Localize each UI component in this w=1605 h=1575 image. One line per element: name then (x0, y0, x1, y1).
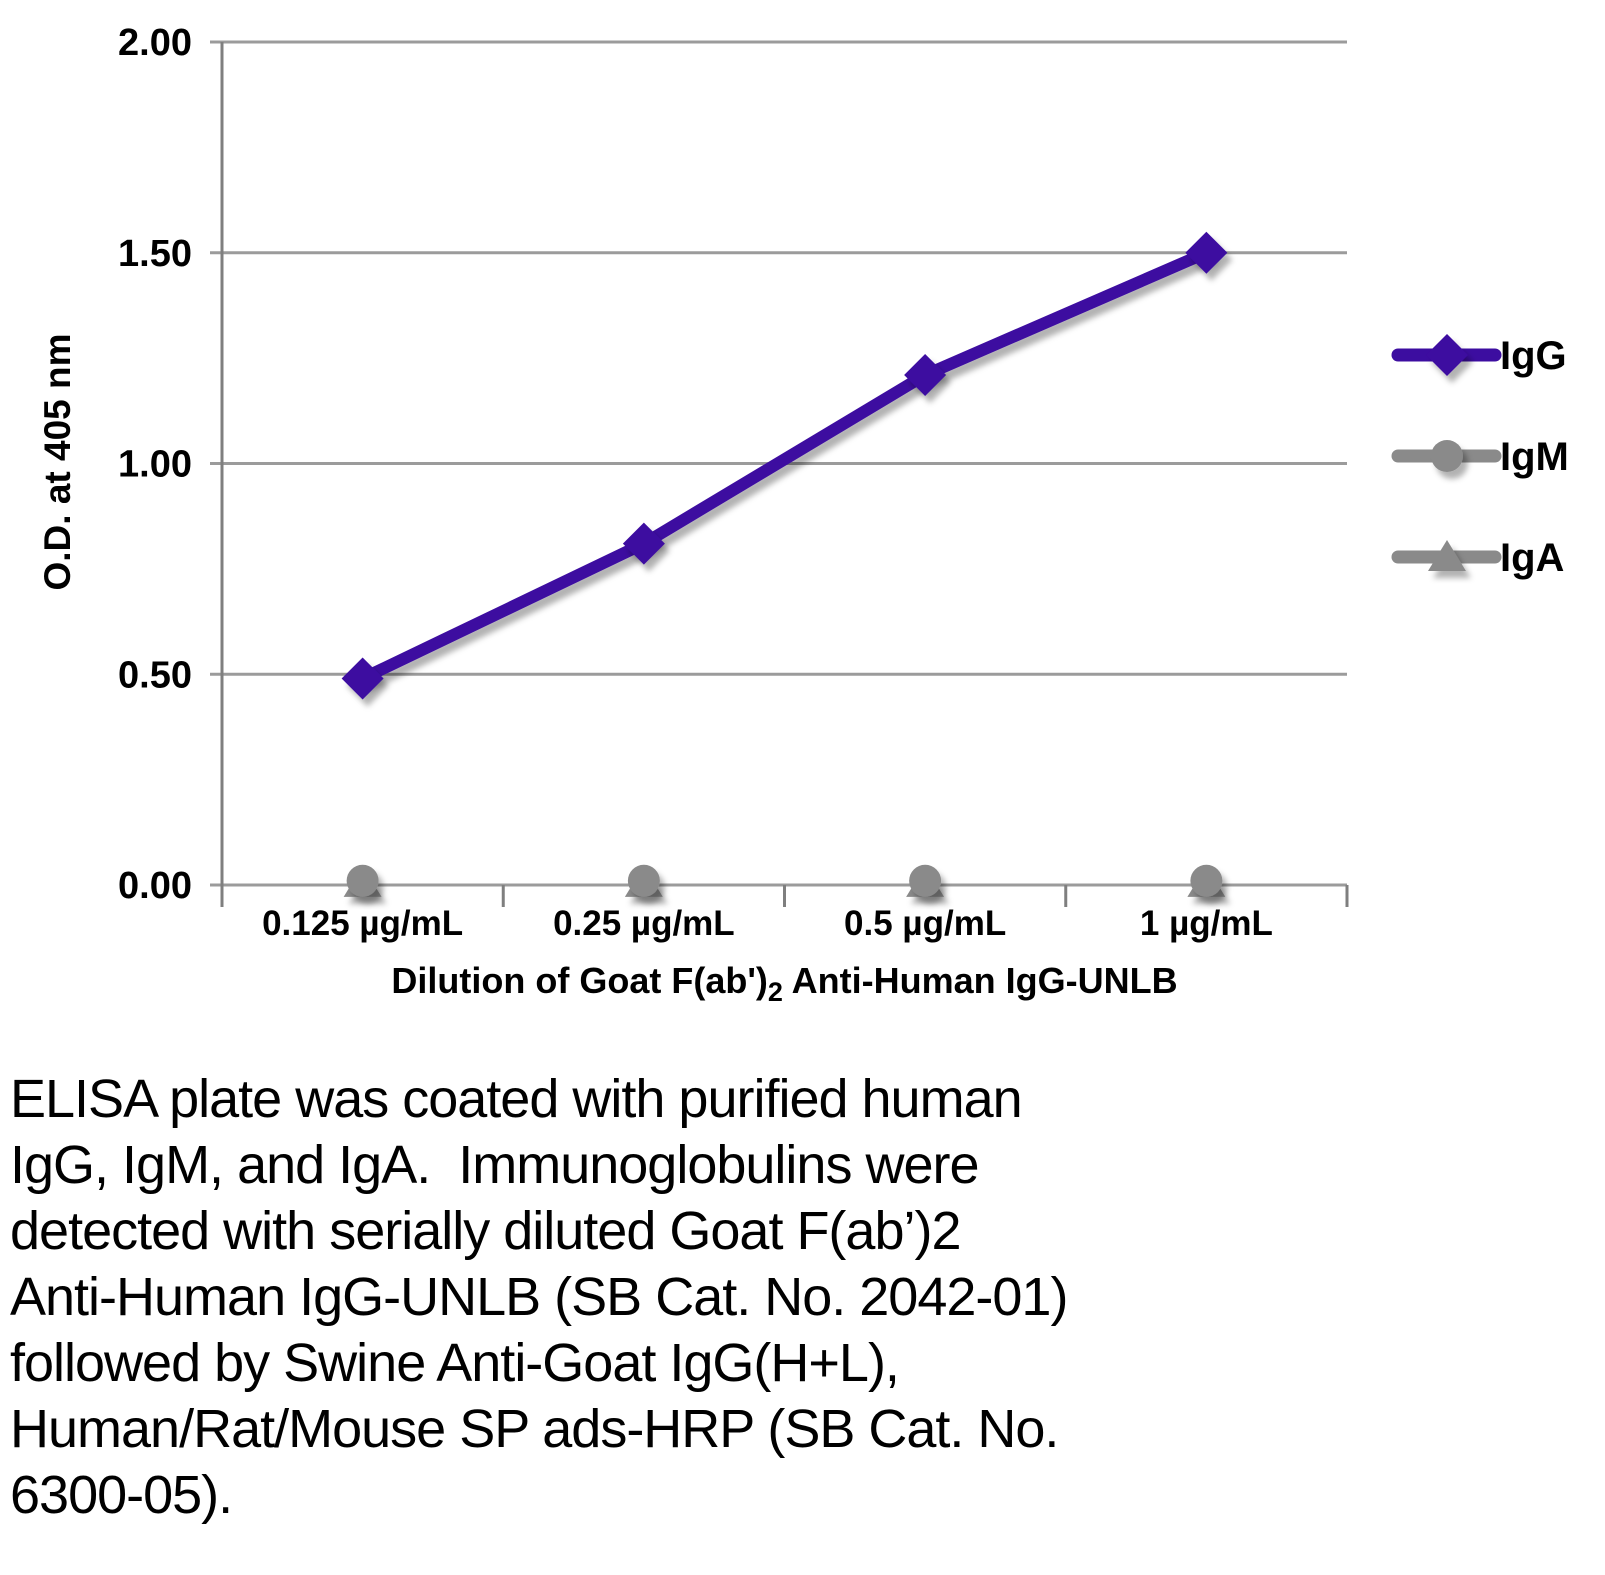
y-tick-label: 0.00 (118, 865, 192, 907)
legend-marker-IgG (1426, 334, 1468, 376)
IgM-marker (909, 864, 942, 897)
IgG-marker (341, 657, 384, 700)
legend-label-IgA: IgA (1500, 536, 1564, 580)
y-tick-label: 2.00 (118, 22, 192, 64)
x-tick-label: 1 µg/mL (1140, 904, 1273, 943)
caption-line: Human/Rat/Mouse SP ads-HRP (SB Cat. No. (10, 1399, 1059, 1459)
caption-line: IgG, IgM, and IgA. Immunoglobulins were (10, 1135, 980, 1195)
y-tick-label: 1.50 (118, 233, 192, 275)
x-axis-title-suffix: Anti-Human IgG-UNLB (782, 960, 1178, 1001)
y-tick-label: 0.50 (118, 654, 192, 696)
x-axis-title-subscript: 2 (767, 977, 783, 1007)
IgM-marker (346, 864, 379, 897)
x-tick-label: 0.25 µg/mL (553, 904, 735, 943)
x-tick-label: 0.5 µg/mL (844, 904, 1006, 943)
caption-line: followed by Swine Anti-Goat IgG(H+L), (10, 1333, 900, 1393)
legend-marker-IgA (1428, 540, 1466, 571)
elisa-line-chart: 0.00 0.50 1.00 1.50 2.00 0.125 µg/mL 0.25 µg/m… (118, 22, 1569, 943)
caption-line: detected with serially diluted Goat F(ab… (10, 1201, 962, 1261)
legend-label-IgM: IgM (1500, 435, 1569, 479)
IgG-marker (904, 353, 947, 396)
figure-caption: ELISA plate was coated with purified hum… (10, 1066, 1570, 1528)
IgG-marker (1185, 231, 1228, 274)
caption-line: Anti-Human IgG-UNLB (SB Cat. No. 2042-01… (10, 1267, 1068, 1327)
x-axis-title: Dilution of Goat F(ab')2 Anti-Human IgG-… (222, 960, 1347, 1008)
caption-line: ELISA plate was coated with purified hum… (10, 1069, 1023, 1129)
series-line-IgG (356, 246, 1213, 685)
y-tick-label: 1.00 (118, 444, 192, 486)
y-axis-title: O.D. at 405 nm (37, 333, 78, 591)
IgG-marker (622, 522, 665, 565)
x-tick-label: 0.125 µg/mL (262, 904, 463, 943)
IgM-marker (1190, 864, 1223, 897)
IgM-marker (627, 864, 660, 897)
caption-line: 6300-05). (10, 1465, 233, 1525)
x-axis-title-text: Dilution of Goat F(ab') (391, 960, 768, 1001)
legend-marker-IgM (1431, 440, 1463, 472)
legend-label-IgG: IgG (1500, 334, 1567, 378)
